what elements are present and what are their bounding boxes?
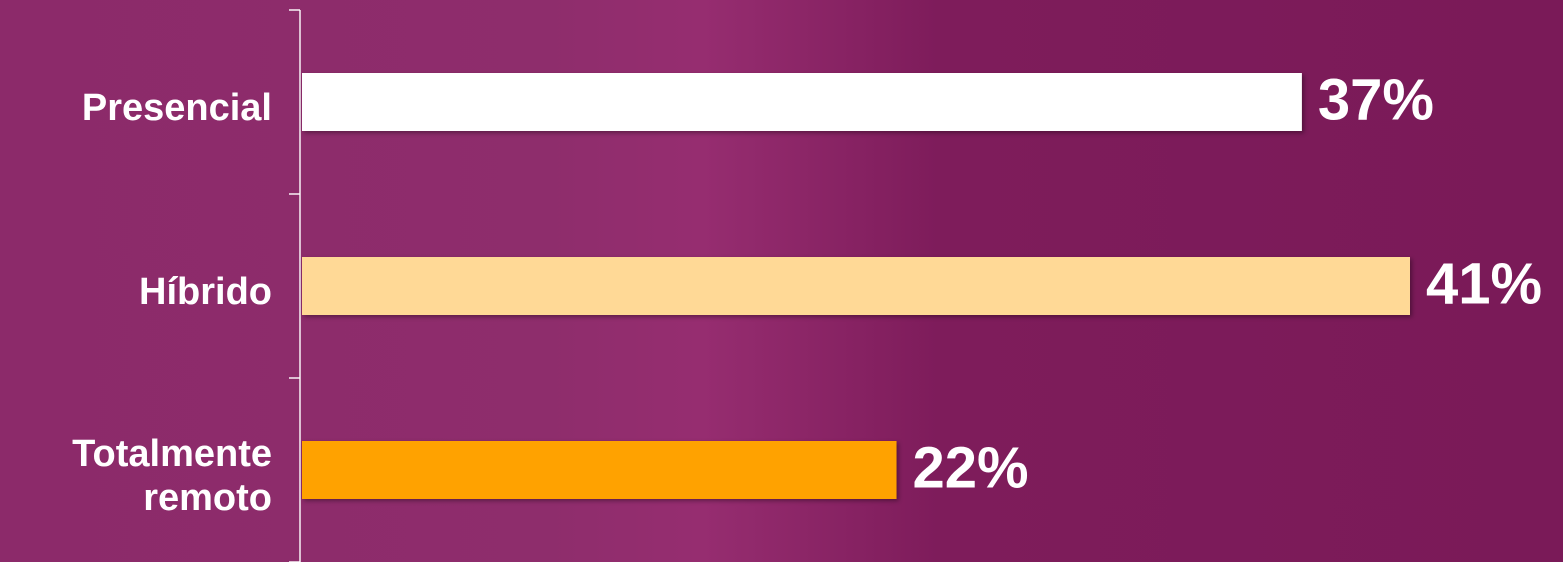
bar [302, 73, 1302, 131]
bar [302, 257, 1410, 315]
value-label: 22% [913, 435, 1029, 500]
value-label: 41% [1426, 251, 1542, 316]
bar [302, 441, 897, 499]
page: 37%41%22% (() => { const data = JSON.par… [0, 0, 1563, 562]
category-label: Totalmente remoto [22, 432, 272, 520]
category-label: Híbrido [22, 270, 272, 314]
value-label: 37% [1318, 67, 1434, 132]
category-label: Presencial [22, 86, 272, 130]
